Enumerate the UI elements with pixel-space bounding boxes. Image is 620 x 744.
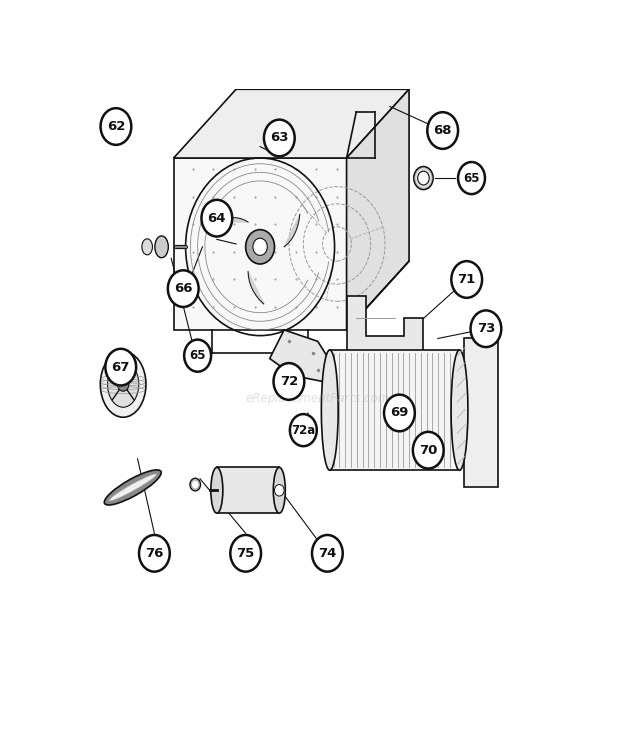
Text: 65: 65 xyxy=(463,172,480,185)
Ellipse shape xyxy=(451,350,468,470)
Polygon shape xyxy=(217,467,279,513)
Text: 70: 70 xyxy=(419,443,438,457)
Text: 76: 76 xyxy=(145,547,164,559)
Polygon shape xyxy=(347,89,409,330)
Text: 63: 63 xyxy=(270,132,288,144)
Circle shape xyxy=(117,377,129,391)
Polygon shape xyxy=(248,272,264,304)
Circle shape xyxy=(100,108,131,145)
Circle shape xyxy=(413,432,444,469)
Ellipse shape xyxy=(108,474,157,501)
Ellipse shape xyxy=(190,478,200,491)
Circle shape xyxy=(246,230,275,264)
Circle shape xyxy=(184,339,211,372)
Ellipse shape xyxy=(155,236,168,257)
Text: 68: 68 xyxy=(433,124,452,137)
Ellipse shape xyxy=(414,167,433,190)
Circle shape xyxy=(275,484,284,496)
Circle shape xyxy=(471,310,502,347)
Text: 66: 66 xyxy=(174,282,192,295)
Text: 69: 69 xyxy=(390,406,409,420)
Circle shape xyxy=(458,162,485,194)
Ellipse shape xyxy=(211,467,223,513)
Circle shape xyxy=(253,238,267,255)
Ellipse shape xyxy=(104,470,161,505)
Polygon shape xyxy=(330,350,459,470)
Circle shape xyxy=(273,363,304,400)
Text: 67: 67 xyxy=(112,361,130,373)
Text: 64: 64 xyxy=(208,212,226,225)
Text: 74: 74 xyxy=(318,547,337,559)
Polygon shape xyxy=(217,218,248,222)
Ellipse shape xyxy=(142,239,153,255)
Text: eReplacementParts.com: eReplacementParts.com xyxy=(246,392,390,405)
Circle shape xyxy=(264,120,294,156)
Circle shape xyxy=(290,414,317,446)
Ellipse shape xyxy=(100,351,146,417)
Polygon shape xyxy=(270,330,332,382)
Circle shape xyxy=(202,200,232,237)
Polygon shape xyxy=(347,295,423,359)
Ellipse shape xyxy=(273,467,285,513)
Polygon shape xyxy=(284,214,299,247)
Text: 73: 73 xyxy=(477,322,495,336)
Ellipse shape xyxy=(321,350,338,470)
Circle shape xyxy=(139,535,170,571)
Ellipse shape xyxy=(107,362,139,407)
Text: 75: 75 xyxy=(237,547,255,559)
Circle shape xyxy=(418,171,429,185)
Circle shape xyxy=(168,270,198,307)
Circle shape xyxy=(427,112,458,149)
Text: 62: 62 xyxy=(107,120,125,133)
Polygon shape xyxy=(464,339,498,487)
Circle shape xyxy=(192,480,199,489)
Circle shape xyxy=(230,535,261,571)
Circle shape xyxy=(451,261,482,298)
Text: 71: 71 xyxy=(458,273,476,286)
Polygon shape xyxy=(174,89,409,158)
Polygon shape xyxy=(174,158,347,330)
Circle shape xyxy=(384,394,415,432)
Text: 72: 72 xyxy=(280,375,298,388)
Circle shape xyxy=(105,349,136,385)
Text: 72a: 72a xyxy=(291,423,316,437)
Circle shape xyxy=(312,535,343,571)
Text: 65: 65 xyxy=(189,349,206,362)
